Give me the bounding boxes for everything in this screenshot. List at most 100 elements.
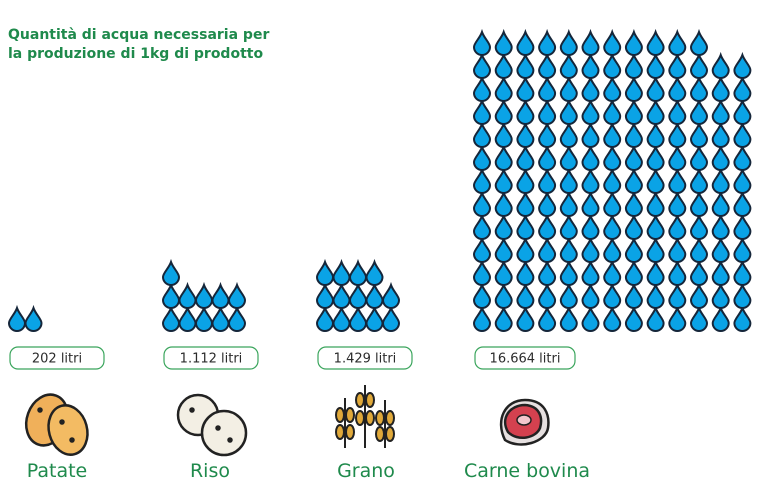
category-labels: Patate Riso Grano Carne bovina xyxy=(27,460,590,482)
water-drop xyxy=(646,304,665,332)
water-drop xyxy=(711,212,730,240)
water-drop xyxy=(559,235,578,263)
water-drop xyxy=(332,281,351,309)
water-drop xyxy=(24,304,43,332)
water-drop xyxy=(161,281,181,309)
water-drop xyxy=(494,258,513,286)
water-drop xyxy=(733,212,752,240)
water-drop xyxy=(624,258,643,286)
water-drop xyxy=(646,258,665,286)
water-drop xyxy=(603,51,622,79)
water-drop xyxy=(733,51,752,79)
water-drop xyxy=(668,74,687,102)
water-drop xyxy=(315,258,335,286)
water-drop xyxy=(711,235,730,263)
water-drop xyxy=(538,51,557,79)
water-drop xyxy=(689,28,709,56)
water-drop xyxy=(603,74,622,102)
water-drop xyxy=(733,304,752,332)
water-drop xyxy=(668,189,687,217)
water-drop xyxy=(711,120,730,148)
water-drop xyxy=(381,304,401,332)
category-label: Patate xyxy=(27,460,87,482)
chart-title: Quantità di acqua necessaria per la produ… xyxy=(8,27,269,62)
water-drop xyxy=(332,258,351,286)
water-drop xyxy=(581,304,600,332)
water-drop xyxy=(516,143,535,171)
category-label: Carne bovina xyxy=(464,460,590,482)
water-drop xyxy=(559,120,578,148)
water-drop xyxy=(689,281,709,309)
water-drop xyxy=(494,235,513,263)
value-label: 1.112 litri xyxy=(180,352,243,367)
water-drop xyxy=(668,143,687,171)
water-drop xyxy=(538,143,557,171)
water-drop xyxy=(689,189,709,217)
water-drop xyxy=(365,281,384,309)
water-drop xyxy=(472,235,492,263)
water-drop xyxy=(494,120,513,148)
water-drop xyxy=(668,235,687,263)
water-drop xyxy=(178,304,197,332)
water-drop xyxy=(538,189,557,217)
value-pill xyxy=(317,346,413,370)
water-drop xyxy=(581,120,600,148)
water-drop xyxy=(581,258,600,286)
water-drop xyxy=(624,28,643,56)
water-drop xyxy=(559,281,578,309)
water-drop xyxy=(315,304,335,332)
water-drop xyxy=(668,304,687,332)
water-drop xyxy=(494,97,513,125)
water-drop xyxy=(581,166,600,194)
water-drop xyxy=(689,235,709,263)
water-drop xyxy=(494,143,513,171)
water-drop xyxy=(538,166,557,194)
water-drop xyxy=(711,304,730,332)
water-drop xyxy=(516,120,535,148)
water-drop xyxy=(603,235,622,263)
water-drop xyxy=(472,97,492,125)
water-drop xyxy=(733,258,752,286)
value-pill xyxy=(9,346,105,370)
water-drop xyxy=(538,28,557,56)
labels: 202 litri 1.112 litri 1.429 litri 16.664 li… xyxy=(9,346,576,370)
water-drop xyxy=(559,143,578,171)
water-drop xyxy=(711,51,730,79)
water-drop xyxy=(211,281,230,309)
water-drop xyxy=(733,97,752,125)
water-drop xyxy=(711,281,730,309)
water-drop xyxy=(581,143,600,171)
water-drop xyxy=(194,304,214,332)
water-drop xyxy=(733,189,752,217)
water-drop xyxy=(668,281,687,309)
water-drop xyxy=(538,281,557,309)
water-drop xyxy=(516,189,535,217)
water-drop xyxy=(472,212,492,240)
water-drop xyxy=(211,304,230,332)
water-drop xyxy=(624,51,643,79)
water-drop xyxy=(668,120,687,148)
value-label: 16.664 litri xyxy=(490,352,561,367)
water-drop xyxy=(472,51,492,79)
water-drop xyxy=(624,304,643,332)
water-drop xyxy=(581,235,600,263)
water-drop xyxy=(733,235,752,263)
water-drop xyxy=(348,281,368,309)
water-drop xyxy=(689,74,709,102)
water-drop xyxy=(711,258,730,286)
water-drop xyxy=(668,166,687,194)
water-drop xyxy=(581,51,600,79)
water-drop xyxy=(689,304,709,332)
water-drop xyxy=(538,97,557,125)
water-drop xyxy=(161,304,181,332)
water-drop xyxy=(603,189,622,217)
water-drop xyxy=(711,97,730,125)
water-drop xyxy=(559,304,578,332)
water-drop xyxy=(472,189,492,217)
water-drop xyxy=(161,258,181,286)
water-drop xyxy=(733,143,752,171)
water-drop xyxy=(381,281,401,309)
water-drop xyxy=(538,258,557,286)
water-drop xyxy=(581,28,600,56)
water-drop xyxy=(538,212,557,240)
